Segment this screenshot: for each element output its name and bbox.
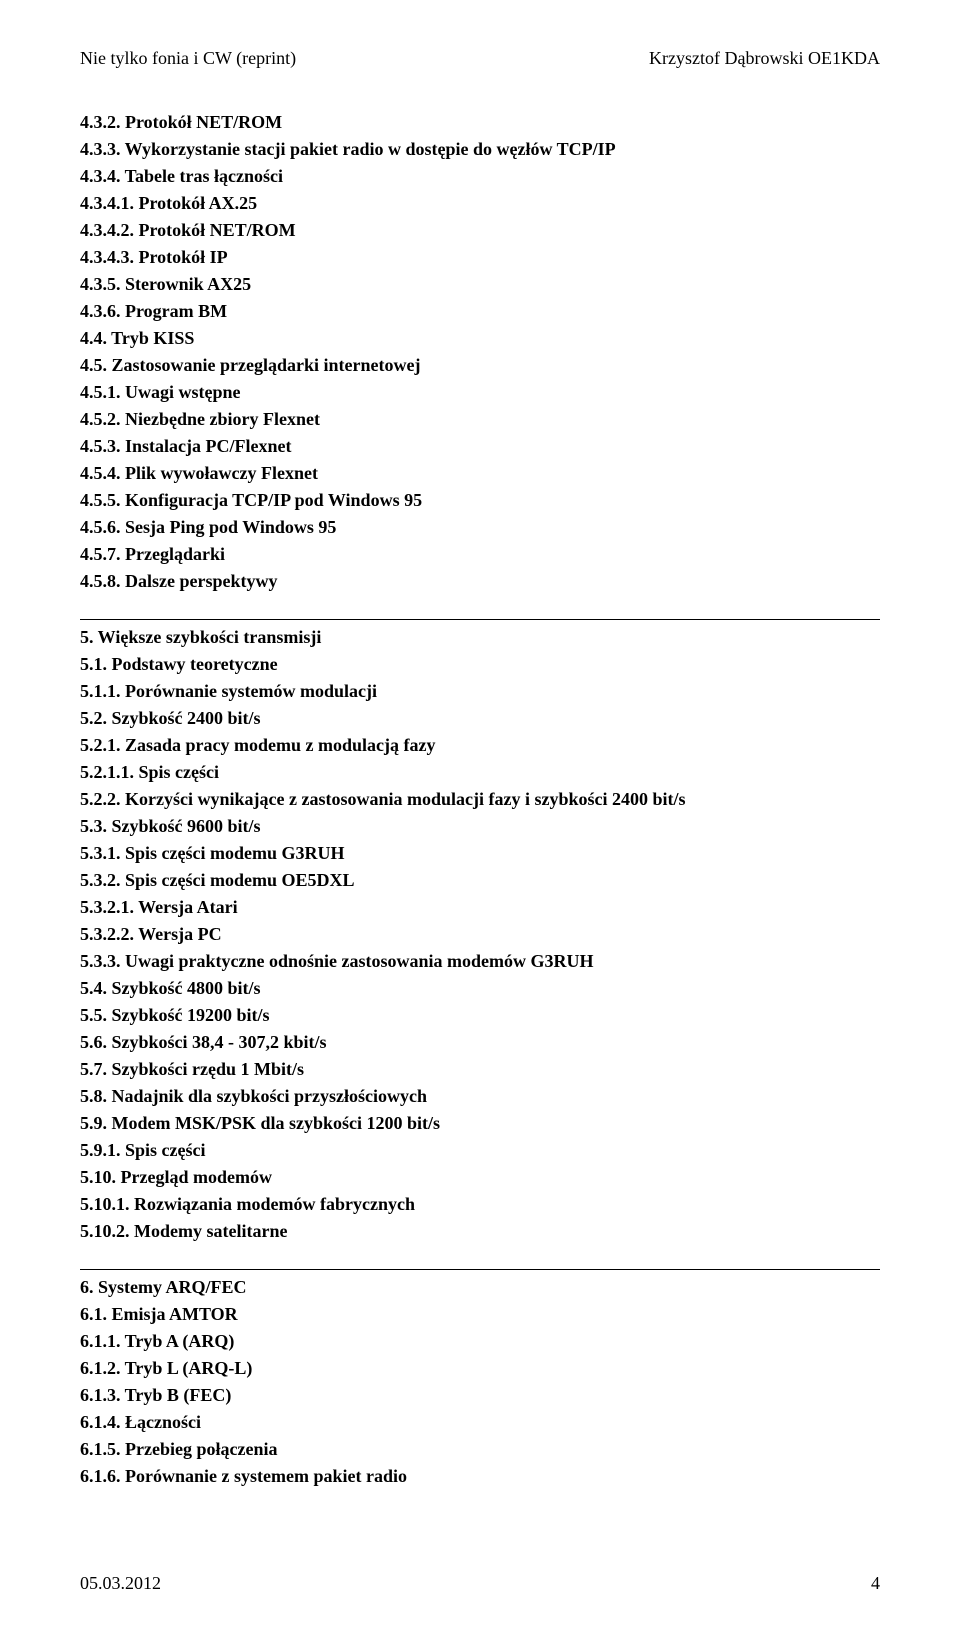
section-divider xyxy=(80,1269,880,1270)
section-divider xyxy=(80,619,880,620)
toc-line: 5.3. Szybkość 9600 bit/s xyxy=(80,813,880,840)
toc-line: 5.9.1. Spis części xyxy=(80,1137,880,1164)
toc-line: 4.3.4.3. Protokół IP xyxy=(80,244,880,271)
toc-line: 5.9. Modem MSK/PSK dla szybkości 1200 bi… xyxy=(80,1110,880,1137)
page-footer: 05.03.2012 4 xyxy=(80,1573,880,1594)
toc-line: 5.6. Szybkości 38,4 - 307,2 kbit/s xyxy=(80,1029,880,1056)
toc-line: 6.1. Emisja AMTOR xyxy=(80,1301,880,1328)
page-header: Nie tylko fonia i CW (reprint) Krzysztof… xyxy=(80,48,880,69)
toc-line: 5.1. Podstawy teoretyczne xyxy=(80,651,880,678)
toc-line: 5.5. Szybkość 19200 bit/s xyxy=(80,1002,880,1029)
toc-line: 4.4. Tryb KISS xyxy=(80,325,880,352)
toc-line: 4.5.5. Konfiguracja TCP/IP pod Windows 9… xyxy=(80,487,880,514)
toc-line: 5.3.2. Spis części modemu OE5DXL xyxy=(80,867,880,894)
toc-line: 5.1.1. Porównanie systemów modulacji xyxy=(80,678,880,705)
footer-date: 05.03.2012 xyxy=(80,1573,161,1594)
toc-line: 5.3.2.1. Wersja Atari xyxy=(80,894,880,921)
toc-line: 5.10. Przegląd modemów xyxy=(80,1164,880,1191)
toc-line: 4.3.4. Tabele tras łączności xyxy=(80,163,880,190)
toc-line: 4.5.7. Przeglądarki xyxy=(80,541,880,568)
header-left: Nie tylko fonia i CW (reprint) xyxy=(80,48,296,69)
page: Nie tylko fonia i CW (reprint) Krzysztof… xyxy=(0,0,960,1632)
toc-line: 5.2.1. Zasada pracy modemu z modulacją f… xyxy=(80,732,880,759)
toc-line: 5.7. Szybkości rzędu 1 Mbit/s xyxy=(80,1056,880,1083)
toc-line: 6.1.6. Porównanie z systemem pakiet radi… xyxy=(80,1463,880,1490)
toc-line: 4.5.4. Plik wywoławczy Flexnet xyxy=(80,460,880,487)
toc-line: 6.1.2. Tryb L (ARQ-L) xyxy=(80,1355,880,1382)
toc-line: 4.5.3. Instalacja PC/Flexnet xyxy=(80,433,880,460)
toc-content: 4.3.2. Protokół NET/ROM4.3.3. Wykorzysta… xyxy=(80,109,880,1490)
toc-line: 5.3.3. Uwagi praktyczne odnośnie zastoso… xyxy=(80,948,880,975)
toc-line: 4.3.4.2. Protokół NET/ROM xyxy=(80,217,880,244)
toc-line: 6. Systemy ARQ/FEC xyxy=(80,1274,880,1301)
toc-line: 4.3.6. Program BM xyxy=(80,298,880,325)
toc-line: 5.8. Nadajnik dla szybkości przyszłościo… xyxy=(80,1083,880,1110)
toc-line: 5.10.2. Modemy satelitarne xyxy=(80,1218,880,1245)
toc-line: 4.3.2. Protokół NET/ROM xyxy=(80,109,880,136)
header-right: Krzysztof Dąbrowski OE1KDA xyxy=(649,48,880,69)
toc-block: 4.3.2. Protokół NET/ROM4.3.3. Wykorzysta… xyxy=(80,109,880,595)
toc-line: 6.1.3. Tryb B (FEC) xyxy=(80,1382,880,1409)
toc-line: 4.5.6. Sesja Ping pod Windows 95 xyxy=(80,514,880,541)
toc-line: 4.5.2. Niezbędne zbiory Flexnet xyxy=(80,406,880,433)
toc-line: 5.2.1.1. Spis części xyxy=(80,759,880,786)
toc-block: 5. Większe szybkości transmisji5.1. Pods… xyxy=(80,619,880,1245)
toc-line: 6.1.4. Łączności xyxy=(80,1409,880,1436)
toc-line: 5.2.2. Korzyści wynikające z zastosowani… xyxy=(80,786,880,813)
footer-page-number: 4 xyxy=(871,1573,880,1594)
toc-line: 6.1.5. Przebieg połączenia xyxy=(80,1436,880,1463)
toc-line: 5.2. Szybkość 2400 bit/s xyxy=(80,705,880,732)
toc-line: 4.5.1. Uwagi wstępne xyxy=(80,379,880,406)
toc-line: 4.5. Zastosowanie przeglądarki interneto… xyxy=(80,352,880,379)
toc-line: 4.3.4.1. Protokół AX.25 xyxy=(80,190,880,217)
toc-line: 6.1.1. Tryb A (ARQ) xyxy=(80,1328,880,1355)
toc-line: 4.3.3. Wykorzystanie stacji pakiet radio… xyxy=(80,136,880,163)
toc-line: 5. Większe szybkości transmisji xyxy=(80,624,880,651)
toc-line: 5.3.2.2. Wersja PC xyxy=(80,921,880,948)
toc-line: 5.10.1. Rozwiązania modemów fabrycznych xyxy=(80,1191,880,1218)
toc-block: 6. Systemy ARQ/FEC6.1. Emisja AMTOR6.1.1… xyxy=(80,1269,880,1490)
toc-line: 5.4. Szybkość 4800 bit/s xyxy=(80,975,880,1002)
toc-line: 4.5.8. Dalsze perspektywy xyxy=(80,568,880,595)
toc-line: 5.3.1. Spis części modemu G3RUH xyxy=(80,840,880,867)
toc-line: 4.3.5. Sterownik AX25 xyxy=(80,271,880,298)
